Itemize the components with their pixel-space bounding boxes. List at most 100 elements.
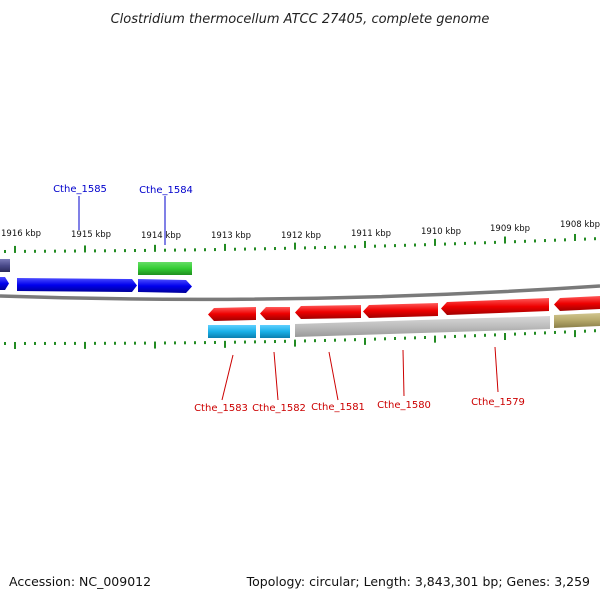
minor-tick <box>4 341 6 345</box>
minor-tick <box>594 329 596 333</box>
major-tick <box>14 341 16 349</box>
minor-tick <box>554 330 556 334</box>
scale-label: 1912 kbp <box>281 231 321 241</box>
minor-tick <box>104 341 106 345</box>
scale-label: 1909 kbp <box>490 224 530 234</box>
minor-tick <box>134 249 136 253</box>
scale-label: 1914 kbp <box>141 231 181 241</box>
red-cds-cthe-1579[interactable] <box>441 298 549 315</box>
minor-tick <box>464 241 466 245</box>
minor-tick <box>264 247 266 251</box>
minor-tick <box>414 243 416 247</box>
minor-tick <box>304 246 306 250</box>
minor-tick <box>284 339 286 343</box>
minor-tick <box>164 248 166 252</box>
minor-tick <box>174 341 176 345</box>
forward-features <box>0 259 192 293</box>
cyan-feature-cthe-1582[interactable] <box>260 325 290 338</box>
gene-label-bottom[interactable]: Cthe_1579 <box>471 397 525 408</box>
minor-tick <box>544 331 546 335</box>
gene-label-top[interactable]: Cthe_1584 <box>139 185 193 196</box>
grey-feature[interactable] <box>295 316 550 337</box>
red-cds[interactable] <box>554 296 600 311</box>
genome-backbone <box>0 284 600 302</box>
scale-label: 1916 kbp <box>1 229 41 239</box>
minor-tick <box>234 247 236 251</box>
minor-tick <box>344 338 346 342</box>
reverse-features <box>208 296 600 338</box>
minor-tick <box>354 338 356 342</box>
minor-tick <box>244 340 246 344</box>
minor-tick <box>354 245 356 249</box>
olive-feature[interactable] <box>554 313 600 328</box>
minor-tick <box>394 244 396 248</box>
minor-tick <box>204 248 206 252</box>
minor-tick <box>4 249 6 253</box>
gene-label-top[interactable]: Cthe_1585 <box>53 184 107 195</box>
minor-tick <box>584 329 586 333</box>
minor-tick <box>134 341 136 345</box>
blue-cds[interactable] <box>0 277 9 290</box>
red-cds-cthe-1582[interactable] <box>260 307 290 320</box>
minor-tick <box>274 340 276 344</box>
cyan-feature-cthe-1583[interactable] <box>208 325 256 338</box>
minor-tick <box>384 337 386 341</box>
minor-tick <box>194 341 196 345</box>
major-tick <box>294 242 296 250</box>
minor-tick <box>334 245 336 249</box>
minor-tick <box>74 341 76 345</box>
minor-tick <box>554 238 556 242</box>
minor-tick <box>334 338 336 342</box>
genome-summary-text: Topology: circular; Length: 3,843,301 bp… <box>246 574 590 589</box>
minor-tick <box>544 239 546 243</box>
major-tick <box>84 341 86 349</box>
minor-tick <box>424 243 426 247</box>
red-cds-cthe-1580[interactable] <box>363 303 438 318</box>
green-feature-cthe-1584[interactable] <box>138 262 192 275</box>
minor-tick <box>214 248 216 252</box>
scale-label: 1911 kbp <box>351 229 391 239</box>
minor-tick <box>74 249 76 253</box>
minor-tick <box>144 248 146 252</box>
minor-tick <box>454 242 456 246</box>
minor-tick <box>174 248 176 252</box>
minor-tick <box>214 340 216 344</box>
minor-tick <box>244 247 246 251</box>
red-cds-cthe-1583[interactable] <box>208 307 256 321</box>
scale-labels: 1916 kbp 1915 kbp 1914 kbp 1913 kbp 1912… <box>1 220 600 241</box>
minor-tick <box>344 245 346 249</box>
minor-tick <box>464 334 466 338</box>
minor-tick <box>234 340 236 344</box>
minor-tick <box>314 339 316 343</box>
minor-tick <box>254 340 256 344</box>
blue-cds-cthe-1584[interactable] <box>138 279 192 293</box>
minor-tick <box>474 241 476 245</box>
major-tick <box>434 335 436 343</box>
minor-tick <box>534 331 536 335</box>
gene-label-bottom[interactable]: Cthe_1581 <box>311 402 365 413</box>
major-tick <box>364 240 366 248</box>
minor-tick <box>484 333 486 337</box>
purple-feature[interactable] <box>0 259 10 272</box>
minor-tick <box>324 245 326 249</box>
minor-tick <box>524 239 526 243</box>
minor-tick <box>24 341 26 345</box>
minor-tick <box>184 248 186 252</box>
minor-tick <box>54 249 56 253</box>
minor-tick <box>44 341 46 345</box>
gene-label-bottom[interactable]: Cthe_1580 <box>377 400 431 411</box>
minor-tick <box>374 337 376 341</box>
scale-label: 1913 kbp <box>211 231 251 241</box>
major-tick <box>224 340 226 348</box>
red-cds-cthe-1581[interactable] <box>295 305 361 319</box>
minor-tick <box>404 336 406 340</box>
scale-label: 1915 kbp <box>71 230 111 240</box>
gene-label-bottom[interactable]: Cthe_1583 <box>194 403 248 414</box>
minor-tick <box>94 249 96 253</box>
minor-tick <box>484 241 486 245</box>
minor-tick <box>454 334 456 338</box>
blue-cds-cthe-1585[interactable] <box>17 278 137 292</box>
minor-tick <box>124 341 126 345</box>
gene-label-bottom[interactable]: Cthe_1582 <box>252 403 306 414</box>
